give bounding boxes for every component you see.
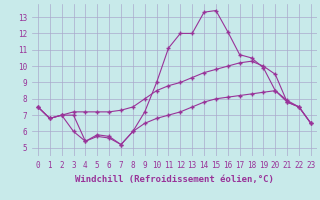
X-axis label: Windchill (Refroidissement éolien,°C): Windchill (Refroidissement éolien,°C) — [75, 175, 274, 184]
